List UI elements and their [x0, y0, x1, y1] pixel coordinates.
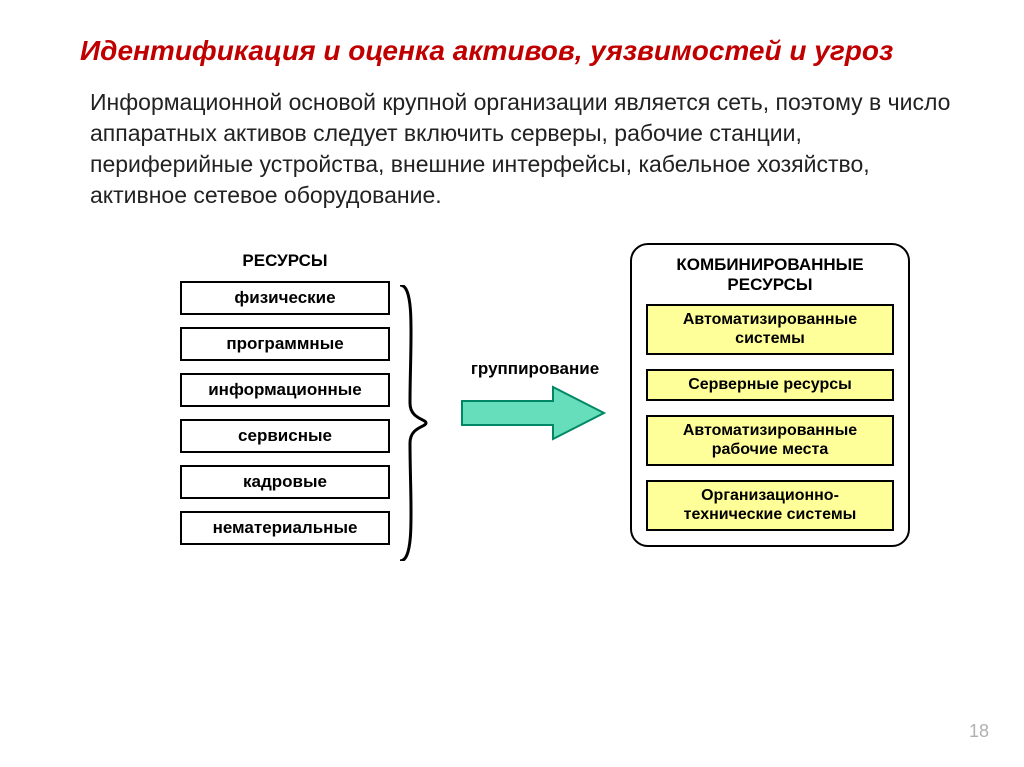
brace-icon [398, 285, 428, 561]
combined-resources-box: КОМБИНИРОВАННЫЕ РЕСУРСЫ Автоматизированн… [630, 243, 910, 547]
arrow-label: группирование [460, 359, 610, 379]
resource-item: нематериальные [180, 511, 390, 545]
combined-item: Автоматизированные рабочие места [646, 415, 894, 466]
page-title: Идентификация и оценка активов, уязвимос… [80, 35, 954, 67]
combined-item: Автоматизированные системы [646, 304, 894, 355]
resource-item: кадровые [180, 465, 390, 499]
resource-item: программные [180, 327, 390, 361]
resource-item: сервисные [180, 419, 390, 453]
resources-column: РЕСУРСЫ физические программные информаци… [180, 251, 390, 557]
resource-item: физические [180, 281, 390, 315]
intro-paragraph: Информационной основой крупной организац… [80, 87, 954, 211]
combined-item: Серверные ресурсы [646, 369, 894, 401]
combined-item: Организационно-технические системы [646, 480, 894, 531]
page-number: 18 [969, 721, 989, 742]
grouping-arrow-icon [458, 385, 608, 441]
resource-item: информационные [180, 373, 390, 407]
resources-diagram: РЕСУРСЫ физические программные информаци… [180, 251, 954, 651]
combined-title: КОМБИНИРОВАННЫЕ РЕСУРСЫ [646, 255, 894, 294]
resources-title: РЕСУРСЫ [180, 251, 390, 271]
